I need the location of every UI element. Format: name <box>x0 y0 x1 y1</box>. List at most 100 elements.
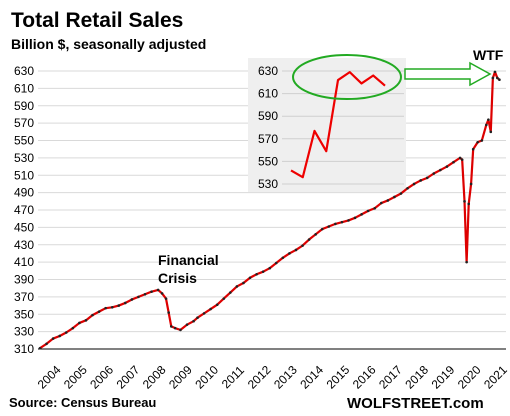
x-tick-label: 2015 <box>324 363 353 392</box>
x-axis-ticks: 2004200520062007200820092010201120122013… <box>35 363 510 392</box>
data-point <box>215 303 219 306</box>
data-point <box>179 328 182 332</box>
x-tick-label: 2018 <box>402 363 431 392</box>
data-point <box>268 266 272 270</box>
data-point <box>229 291 232 294</box>
x-tick-label: 2013 <box>271 363 300 392</box>
data-point <box>235 285 239 288</box>
data-point <box>173 326 177 330</box>
x-tick-label: 2010 <box>192 363 221 392</box>
x-tick-label: 2012 <box>245 363 274 392</box>
data-point <box>432 172 436 175</box>
data-point <box>320 227 324 231</box>
data-point <box>487 118 490 121</box>
data-point <box>202 312 206 315</box>
data-point <box>255 272 258 276</box>
x-tick-label: 2011 <box>219 363 247 391</box>
y-tick-label: 370 <box>14 290 34 304</box>
data-point <box>64 331 68 334</box>
y-tick-label: 550 <box>14 134 34 148</box>
data-point <box>192 319 195 323</box>
data-point <box>379 201 383 205</box>
data-point <box>143 292 147 296</box>
data-point <box>491 76 495 80</box>
annotation-financial: Financial <box>158 252 219 268</box>
data-point <box>110 306 114 309</box>
data-point <box>439 168 442 172</box>
y-tick-label: 350 <box>14 307 34 321</box>
data-point <box>489 130 493 134</box>
data-point <box>353 216 357 220</box>
data-point <box>452 160 455 164</box>
data-point <box>496 76 499 80</box>
data-point <box>307 238 311 241</box>
data-point <box>463 200 466 203</box>
inset-y-tick-label: 590 <box>258 109 278 123</box>
y-tick-label: 450 <box>14 220 34 234</box>
data-point <box>465 260 468 264</box>
x-tick-label: 2016 <box>350 363 379 392</box>
data-point <box>467 202 471 206</box>
data-point <box>399 192 403 195</box>
data-point <box>393 195 396 199</box>
data-point <box>130 298 134 301</box>
annotation-wtf: WTF <box>473 47 504 63</box>
x-tick-label: 2006 <box>87 363 116 392</box>
y-tick-label: 610 <box>14 81 34 95</box>
data-point <box>261 270 265 273</box>
annotation-crisis: Crisis <box>158 270 197 286</box>
data-point <box>248 276 252 280</box>
y-tick-label: 430 <box>14 238 34 252</box>
inset-y-tick-label: 630 <box>258 64 278 78</box>
data-point <box>38 346 42 350</box>
data-point <box>493 70 497 74</box>
y-tick-label: 410 <box>14 255 34 269</box>
inset-y-tick-label: 570 <box>258 132 278 146</box>
data-point <box>425 176 429 180</box>
data-point <box>458 156 462 160</box>
inset-y-tick-label: 550 <box>258 154 278 168</box>
data-point <box>124 301 127 305</box>
y-tick-label: 630 <box>14 64 34 78</box>
data-point <box>78 321 81 325</box>
data-point <box>51 337 55 340</box>
data-point <box>169 325 173 328</box>
inset-background <box>248 58 406 192</box>
wtf-arrow <box>404 61 492 87</box>
x-tick-label: 2005 <box>61 363 90 392</box>
highlight-circle <box>292 54 402 100</box>
brand-label: WOLFSTREET.com <box>347 395 484 412</box>
data-point <box>137 295 140 299</box>
data-point <box>288 252 291 255</box>
inset-line <box>290 71 386 179</box>
data-point <box>84 319 88 322</box>
inset-y-tick-label: 530 <box>258 177 278 191</box>
data-point <box>156 288 160 292</box>
x-tick-label: 2014 <box>297 363 326 392</box>
chart-subtitle: Billion $, seasonally adjusted <box>11 36 206 52</box>
data-point <box>164 297 168 300</box>
data-point <box>406 186 409 190</box>
data-point <box>274 261 278 265</box>
y-tick-label: 510 <box>14 168 34 182</box>
source-label: Source: Census Bureau <box>9 395 156 410</box>
data-point <box>327 225 331 228</box>
y-tick-label: 530 <box>14 151 34 165</box>
y-tick-label: 490 <box>14 186 34 200</box>
x-tick-label: 2004 <box>35 363 64 392</box>
data-point <box>209 307 212 311</box>
data-point <box>222 297 226 300</box>
data-point <box>360 213 363 216</box>
data-point <box>301 244 304 247</box>
x-tick-label: 2017 <box>376 363 405 392</box>
y-axis-ticks: 310 330 350 370 390 410 430 450 470 490 510 530 550 5… <box>14 64 34 356</box>
inset-chart: 530 550 570 590 610 630 <box>248 54 406 192</box>
y-tick-label: 470 <box>14 203 34 217</box>
data-point <box>334 222 337 226</box>
x-tick-label: 2020 <box>455 363 484 392</box>
x-tick-label: 2019 <box>429 363 458 392</box>
data-point <box>97 310 101 313</box>
y-tick-label: 330 <box>14 325 34 339</box>
inset-y-ticks: 530 550 570 590 610 630 <box>258 64 278 191</box>
